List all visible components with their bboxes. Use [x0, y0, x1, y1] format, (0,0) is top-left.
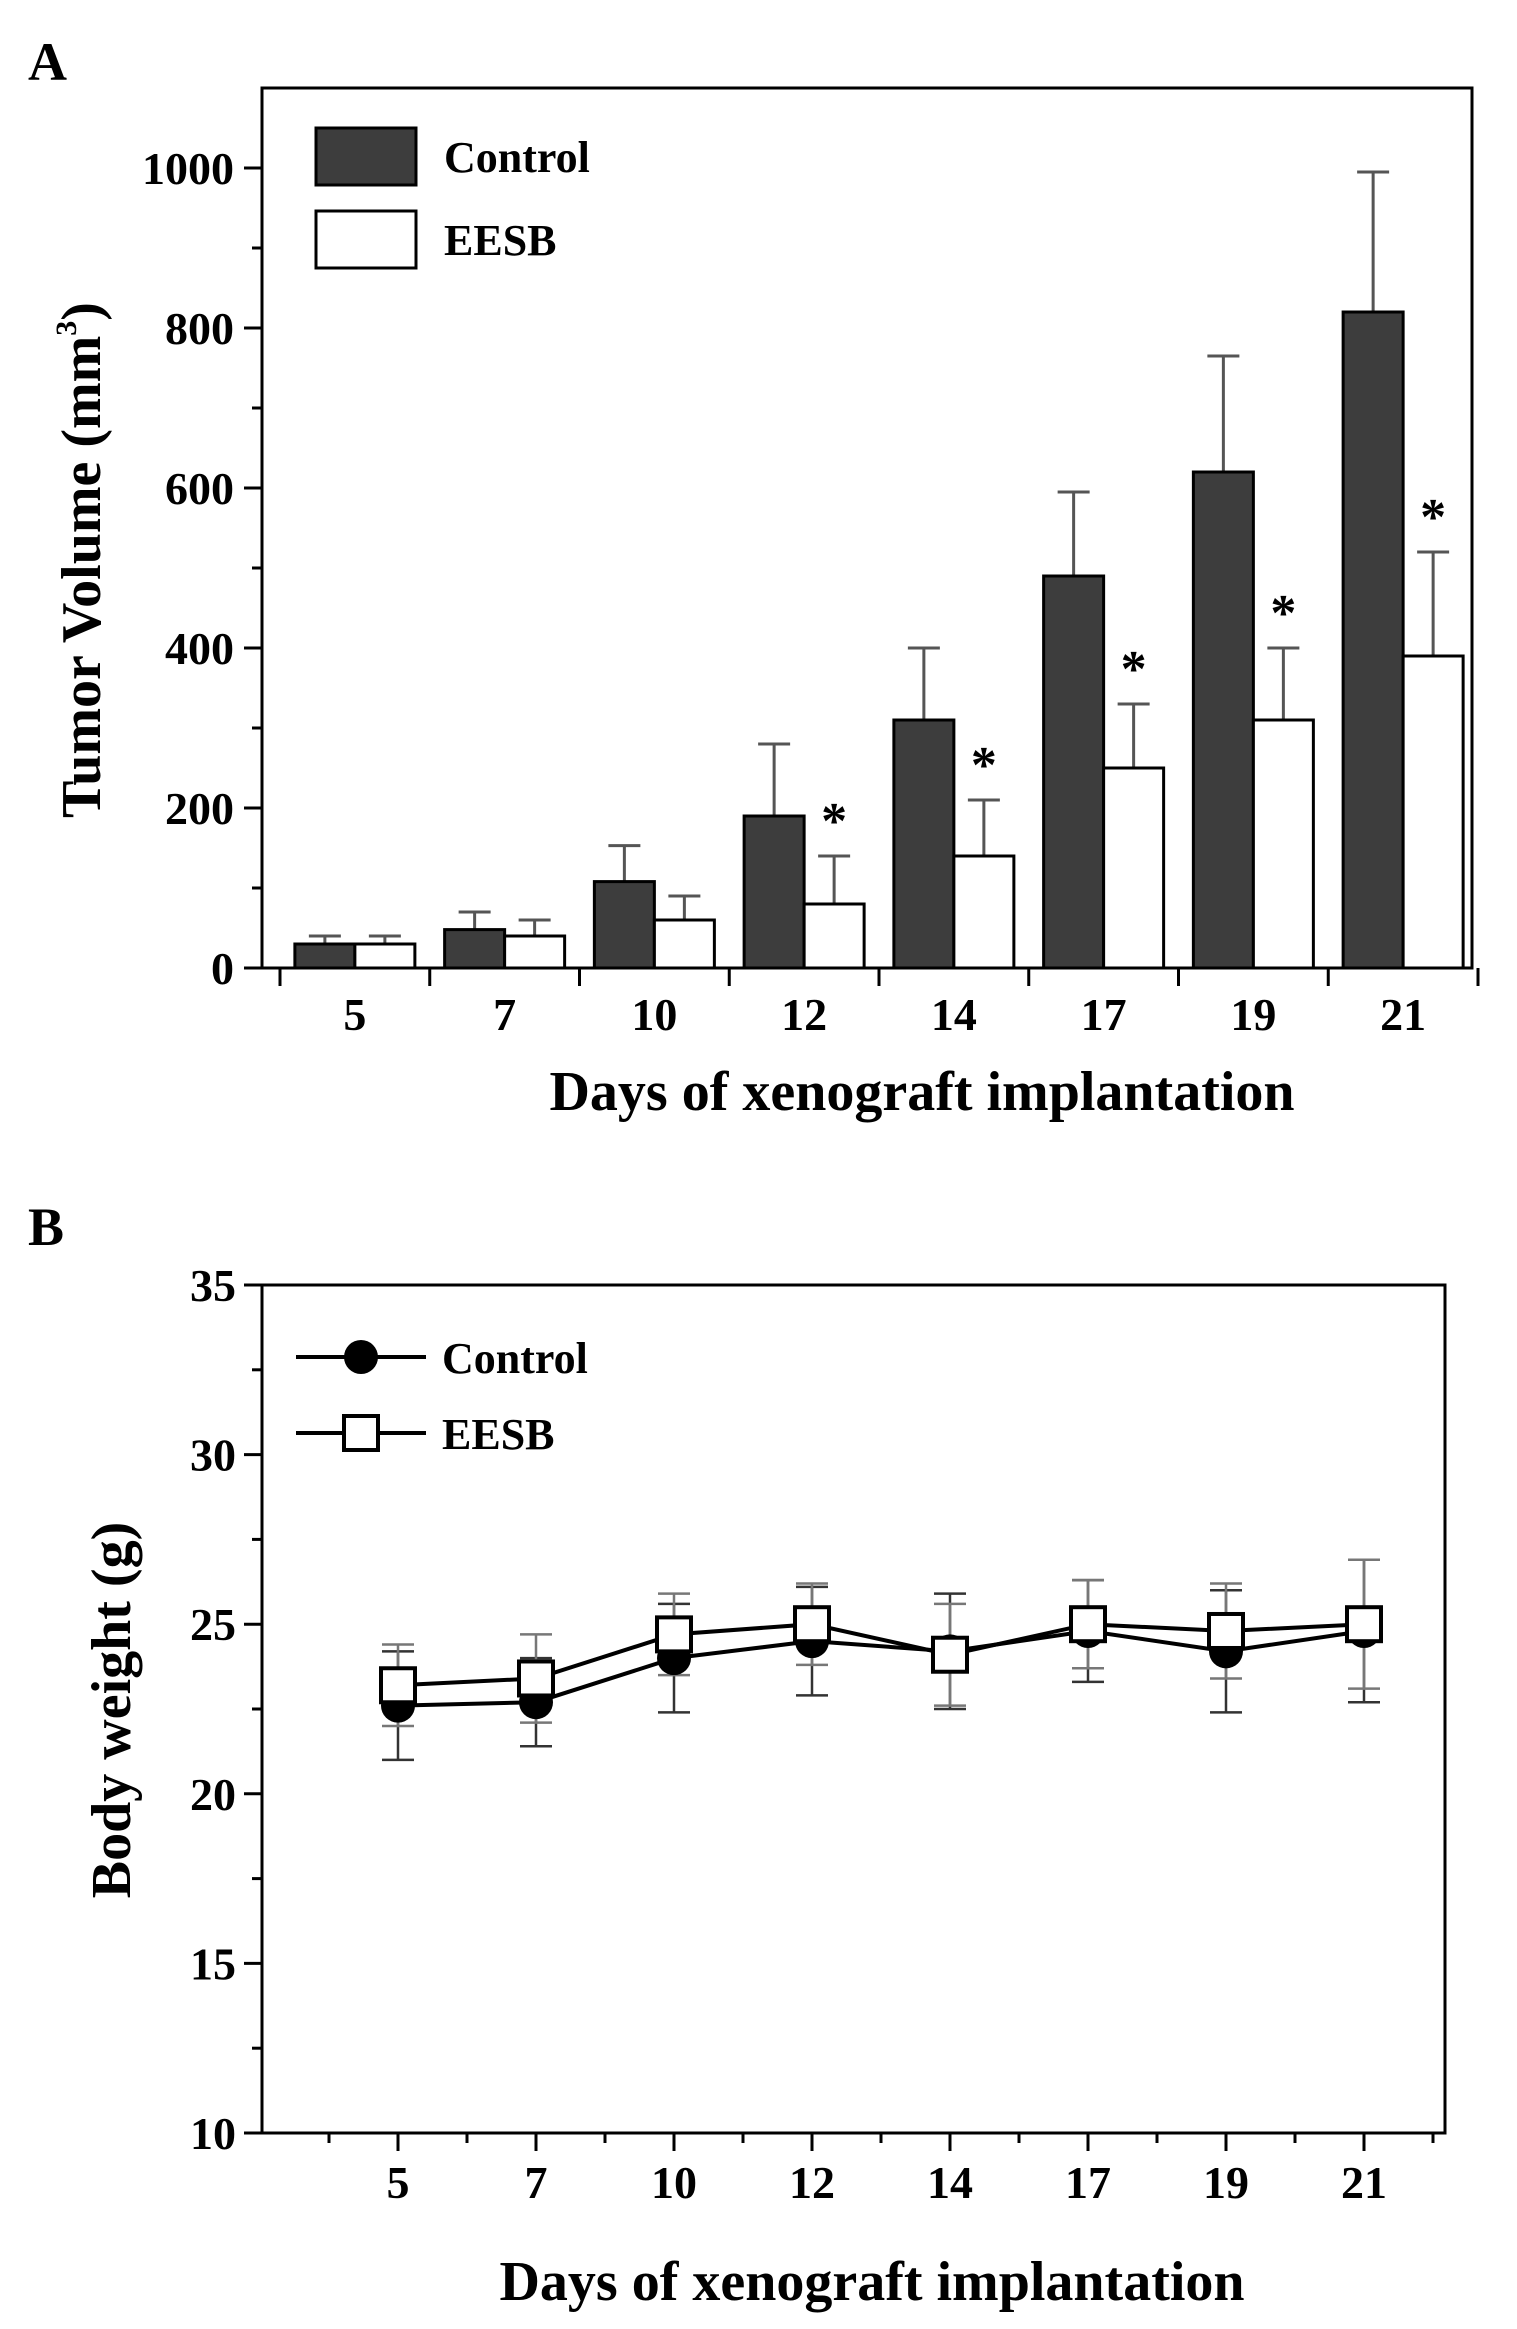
y-tick-label: 400: [165, 623, 234, 674]
significance-marker: *: [1121, 641, 1147, 698]
legend-label-eesb-b: EESB: [442, 1410, 555, 1459]
data-point-eesb: [655, 1615, 693, 1654]
series-line-eesb: [397, 1622, 1365, 1688]
panel-a-letter: A: [28, 32, 67, 92]
significance-marker: *: [971, 737, 997, 794]
x-tick-label: 21: [1380, 989, 1426, 1040]
y-tick-label: 0: [211, 943, 234, 994]
bar-eesb: [503, 934, 567, 970]
x-tick-label: 5: [387, 2157, 410, 2208]
data-point-eesb: [1069, 1605, 1107, 1644]
y-tick-label: 1000: [142, 143, 234, 194]
bar-eesb: [1401, 654, 1465, 970]
bar-control: [592, 880, 656, 970]
legend-label-control: Control: [444, 133, 590, 182]
bar-control: [1042, 574, 1106, 970]
panel-a-plot-frame: [260, 86, 1474, 970]
x-tick-label: 12: [789, 2157, 835, 2208]
y-tick-label: 200: [165, 783, 234, 834]
bar-control: [742, 814, 806, 970]
panel-b-x-axis-title: Days of xenograft implantation: [499, 2251, 1244, 2313]
y-tick-label: 35: [190, 1260, 236, 1311]
data-point-eesb: [793, 1605, 831, 1644]
panel-b-legend: Control EESB: [296, 1334, 588, 1459]
panel-b-letter: B: [28, 1197, 64, 1257]
x-tick-label: 19: [1203, 2157, 1249, 2208]
panel-a-x-axis-title: Days of xenograft implantation: [549, 1061, 1294, 1123]
bar-control: [1341, 310, 1405, 970]
panel-a-y-axis-title-main: Tumor Volume (mm: [51, 336, 113, 818]
panel-a-legend: Control EESB: [314, 126, 590, 270]
legend-swatch-eesb: [314, 209, 418, 270]
bar-control: [293, 942, 357, 970]
x-tick-label: 10: [651, 2157, 697, 2208]
bar-eesb: [353, 942, 417, 970]
x-tick-label: 7: [525, 2157, 548, 2208]
x-tick-label: 5: [343, 989, 366, 1040]
legend-swatch-control: [314, 126, 418, 187]
data-point-eesb: [1345, 1605, 1383, 1644]
y-tick-label: 30: [190, 1430, 236, 1481]
data-point-eesb: [517, 1659, 555, 1698]
panel-a-bars: * * * * *: [293, 170, 1465, 970]
y-tick-label: 15: [190, 1938, 236, 1989]
x-tick-label: 7: [493, 989, 516, 1040]
bar-control: [892, 718, 956, 970]
panel-b-y-axis-title: Body weight (g): [81, 1522, 143, 1898]
panel-b-plot-frame: [260, 1283, 1447, 2135]
legend-label-control-b: Control: [442, 1334, 588, 1383]
panel-a-x-ticks: 5 7 10 12 14 17 19 21: [278, 968, 1480, 1040]
data-point-eesb: [379, 1666, 417, 1705]
panel-b-line-chart: B 10 15 20 25 30 35 5 7 10 12 14 17 19 21 Body weigh…: [28, 1197, 1447, 2313]
panel-a-y-axis-title-close: ): [51, 302, 113, 321]
y-tick-label: 25: [190, 1599, 236, 1650]
bar-control: [443, 928, 507, 970]
bar-eesb: [652, 918, 716, 970]
significance-marker: *: [821, 793, 847, 850]
bar-control: [1191, 470, 1255, 970]
legend-label-eesb: EESB: [444, 216, 557, 265]
panel-a-y-axis-title: Tumor Volume (mm3): [50, 302, 113, 818]
series-line-control: [397, 1628, 1365, 1708]
bar-eesb: [1102, 766, 1166, 970]
x-tick-label: 10: [631, 989, 677, 1040]
x-tick-label: 19: [1230, 989, 1276, 1040]
significance-marker: *: [1270, 585, 1296, 642]
y-tick-label: 800: [165, 303, 234, 354]
x-tick-label: 17: [1065, 2157, 1111, 2208]
panel-a-y-axis-title-superscript: 3: [50, 321, 83, 336]
panel-a-bar-chart: A 0 200 400 600 800 1000 * * * * * 5 7 10 12 14 17 19 21…: [28, 32, 1480, 1123]
bar-eesb: [952, 854, 1016, 970]
data-point-eesb: [1207, 1611, 1245, 1650]
x-tick-label: 21: [1341, 2157, 1387, 2208]
x-tick-label: 14: [931, 989, 977, 1040]
bar-eesb: [1251, 718, 1315, 970]
panel-b-y-ticks: 10 15 20 25 30 35: [190, 1260, 262, 2159]
x-tick-label: 14: [927, 2157, 973, 2208]
bar-eesb: [802, 902, 866, 970]
legend-marker-eesb: [342, 1414, 380, 1452]
panel-a-y-ticks: 0 200 400 600 800 1000: [142, 143, 262, 994]
y-tick-label: 600: [165, 463, 234, 514]
y-tick-label: 10: [190, 2108, 236, 2159]
y-tick-label: 20: [190, 1769, 236, 1820]
data-point-eesb: [931, 1635, 969, 1674]
significance-marker: *: [1420, 489, 1446, 546]
x-tick-label: 12: [781, 989, 827, 1040]
legend-marker-control: [344, 1340, 378, 1374]
panel-b-series: [379, 1558, 1383, 1762]
x-tick-label: 17: [1081, 989, 1127, 1040]
panel-b-x-ticks: 5 7 10 12 14 17 19 21: [327, 2133, 1435, 2208]
